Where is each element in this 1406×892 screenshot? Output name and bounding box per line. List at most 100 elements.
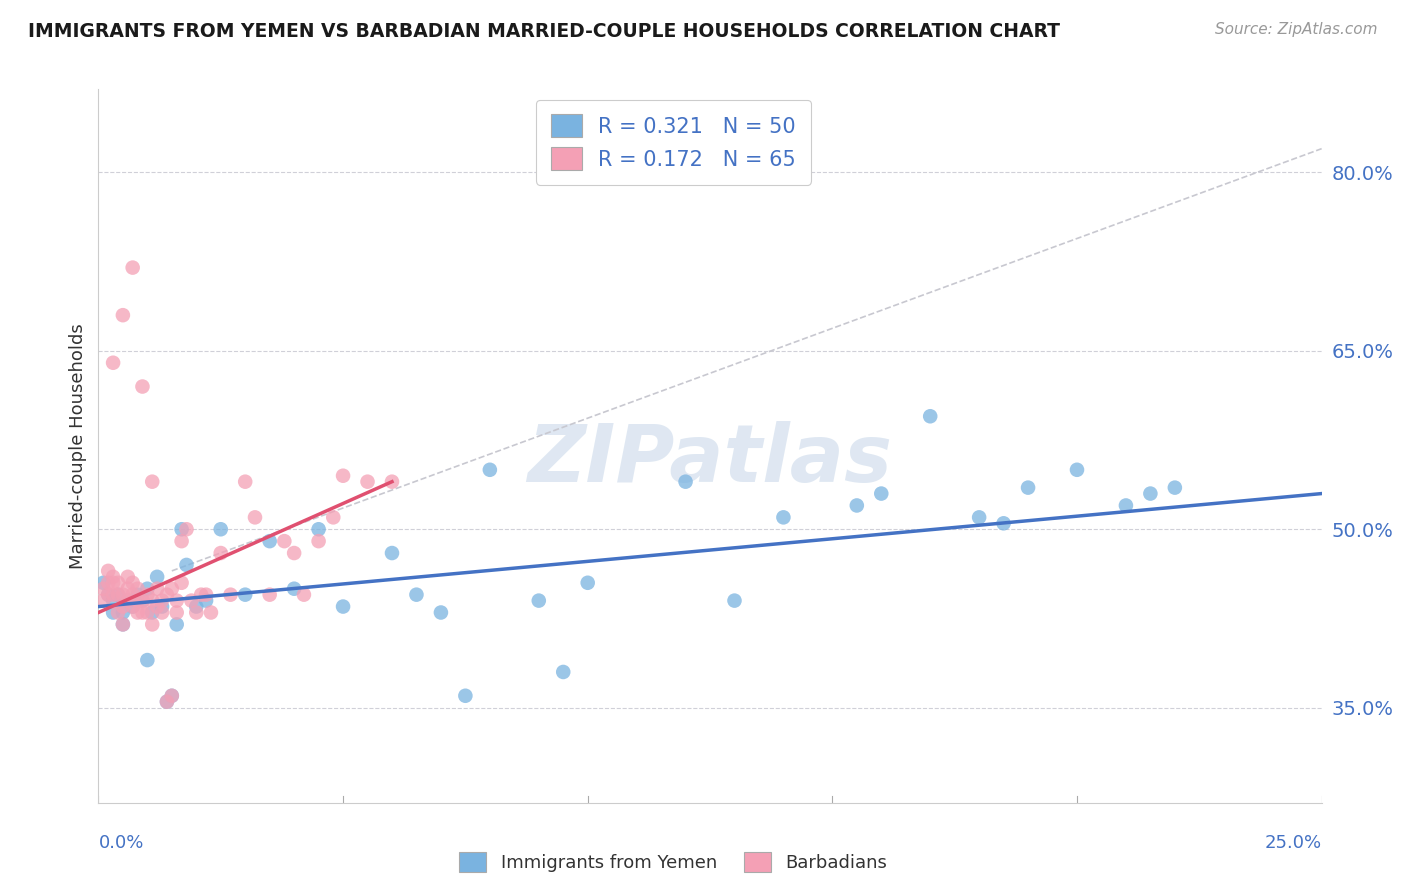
Text: 0.0%: 0.0%: [98, 834, 143, 852]
Point: [200, 606, 222, 620]
Point: [186, 599, 208, 614]
Point: [259, 534, 281, 549]
Point: [136, 606, 159, 620]
Point: [117, 593, 139, 607]
Point: [127, 593, 149, 607]
Point: [381, 546, 404, 560]
Point: [176, 558, 198, 572]
Legend: Immigrants from Yemen, Barbadians: Immigrants from Yemen, Barbadians: [451, 845, 894, 880]
Point: [136, 588, 159, 602]
Point: [146, 599, 169, 614]
Point: [356, 475, 378, 489]
Point: [101, 575, 124, 590]
Point: [111, 617, 134, 632]
Point: [527, 593, 550, 607]
Point: [967, 510, 990, 524]
Point: [156, 695, 179, 709]
Point: [993, 516, 1015, 531]
Point: [322, 510, 344, 524]
Point: [170, 522, 193, 536]
Point: [209, 546, 232, 560]
Point: [772, 510, 794, 524]
Point: [675, 475, 697, 489]
Point: [111, 617, 134, 632]
Point: [180, 593, 202, 607]
Point: [195, 593, 218, 607]
Point: [845, 499, 868, 513]
Point: [111, 308, 134, 322]
Point: [141, 617, 163, 632]
Text: IMMIGRANTS FROM YEMEN VS BARBADIAN MARRIED-COUPLE HOUSEHOLDS CORRELATION CHART: IMMIGRANTS FROM YEMEN VS BARBADIAN MARRI…: [28, 22, 1060, 41]
Point: [190, 588, 212, 602]
Point: [117, 570, 139, 584]
Point: [1017, 481, 1039, 495]
Point: [186, 606, 208, 620]
Point: [141, 606, 163, 620]
Point: [107, 606, 129, 620]
Point: [97, 564, 120, 578]
Point: [308, 534, 330, 549]
Point: [478, 463, 501, 477]
Point: [1139, 486, 1161, 500]
Point: [553, 665, 575, 679]
Point: [160, 582, 183, 596]
Point: [97, 588, 120, 602]
Point: [283, 546, 305, 560]
Point: [150, 606, 173, 620]
Point: [332, 599, 354, 614]
Point: [127, 606, 149, 620]
Point: [209, 522, 232, 536]
Point: [101, 356, 124, 370]
Point: [121, 260, 143, 275]
Point: [332, 468, 354, 483]
Point: [160, 689, 183, 703]
Point: [131, 606, 153, 620]
Point: [243, 510, 266, 524]
Point: [160, 689, 183, 703]
Point: [146, 582, 169, 596]
Point: [150, 599, 173, 614]
Point: [101, 606, 124, 620]
Point: [121, 599, 143, 614]
Point: [920, 409, 942, 424]
Point: [131, 379, 153, 393]
Text: 25.0%: 25.0%: [1264, 834, 1322, 852]
Point: [381, 475, 404, 489]
Point: [101, 593, 124, 607]
Point: [166, 606, 188, 620]
Point: [127, 582, 149, 596]
Point: [117, 582, 139, 596]
Point: [91, 582, 114, 596]
Point: [156, 695, 179, 709]
Point: [454, 689, 477, 703]
Point: [131, 593, 153, 607]
Point: [136, 653, 159, 667]
Point: [1164, 481, 1187, 495]
Point: [156, 588, 179, 602]
Point: [176, 522, 198, 536]
Text: Source: ZipAtlas.com: Source: ZipAtlas.com: [1215, 22, 1378, 37]
Point: [121, 599, 143, 614]
Point: [127, 588, 149, 602]
Point: [723, 593, 745, 607]
Point: [101, 588, 124, 602]
Point: [111, 599, 134, 614]
Point: [1115, 499, 1137, 513]
Point: [131, 593, 153, 607]
Text: ZIPatlas: ZIPatlas: [527, 421, 893, 500]
Point: [233, 588, 256, 602]
Point: [576, 575, 599, 590]
Point: [233, 475, 256, 489]
Point: [430, 606, 453, 620]
Point: [111, 588, 134, 602]
Point: [91, 575, 114, 590]
Point: [259, 588, 281, 602]
Point: [121, 575, 143, 590]
Point: [170, 534, 193, 549]
Point: [101, 570, 124, 584]
Point: [283, 582, 305, 596]
Point: [107, 575, 129, 590]
Point: [170, 575, 193, 590]
Point: [150, 593, 173, 607]
Point: [166, 617, 188, 632]
